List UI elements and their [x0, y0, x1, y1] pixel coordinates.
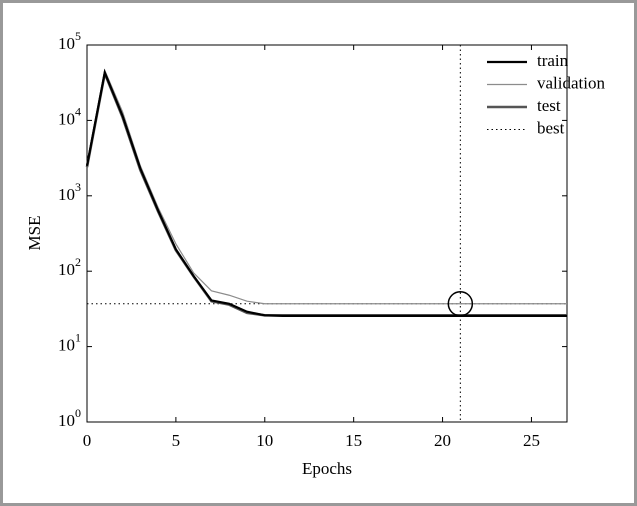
x-tick-label: 5: [172, 431, 181, 450]
legend-label: train: [537, 51, 569, 70]
x-tick-label: 20: [434, 431, 451, 450]
best-marker: [447, 291, 474, 317]
legend-label: best: [537, 118, 565, 137]
series-line: [86, 68, 567, 305]
x-tick-label: 25: [523, 431, 540, 450]
x-tick-label: 0: [83, 431, 92, 450]
y-tick-label: 102: [58, 255, 81, 279]
y-tick-label: 105: [58, 29, 81, 53]
series-line: [85, 68, 567, 318]
legend-label: test: [537, 96, 561, 115]
legend-label: validation: [537, 73, 605, 92]
y-tick-label: 100: [58, 406, 81, 430]
y-tick-label: 103: [58, 180, 81, 204]
plot-box: [86, 44, 568, 423]
x-axis-label: Epochs: [302, 459, 352, 478]
x-tick-label: 10: [256, 431, 273, 450]
y-tick-label: 101: [58, 330, 81, 354]
y-axis-label: MSE: [25, 216, 44, 251]
y-tick-label: 104: [58, 104, 81, 128]
x-tick-label: 15: [345, 431, 362, 450]
